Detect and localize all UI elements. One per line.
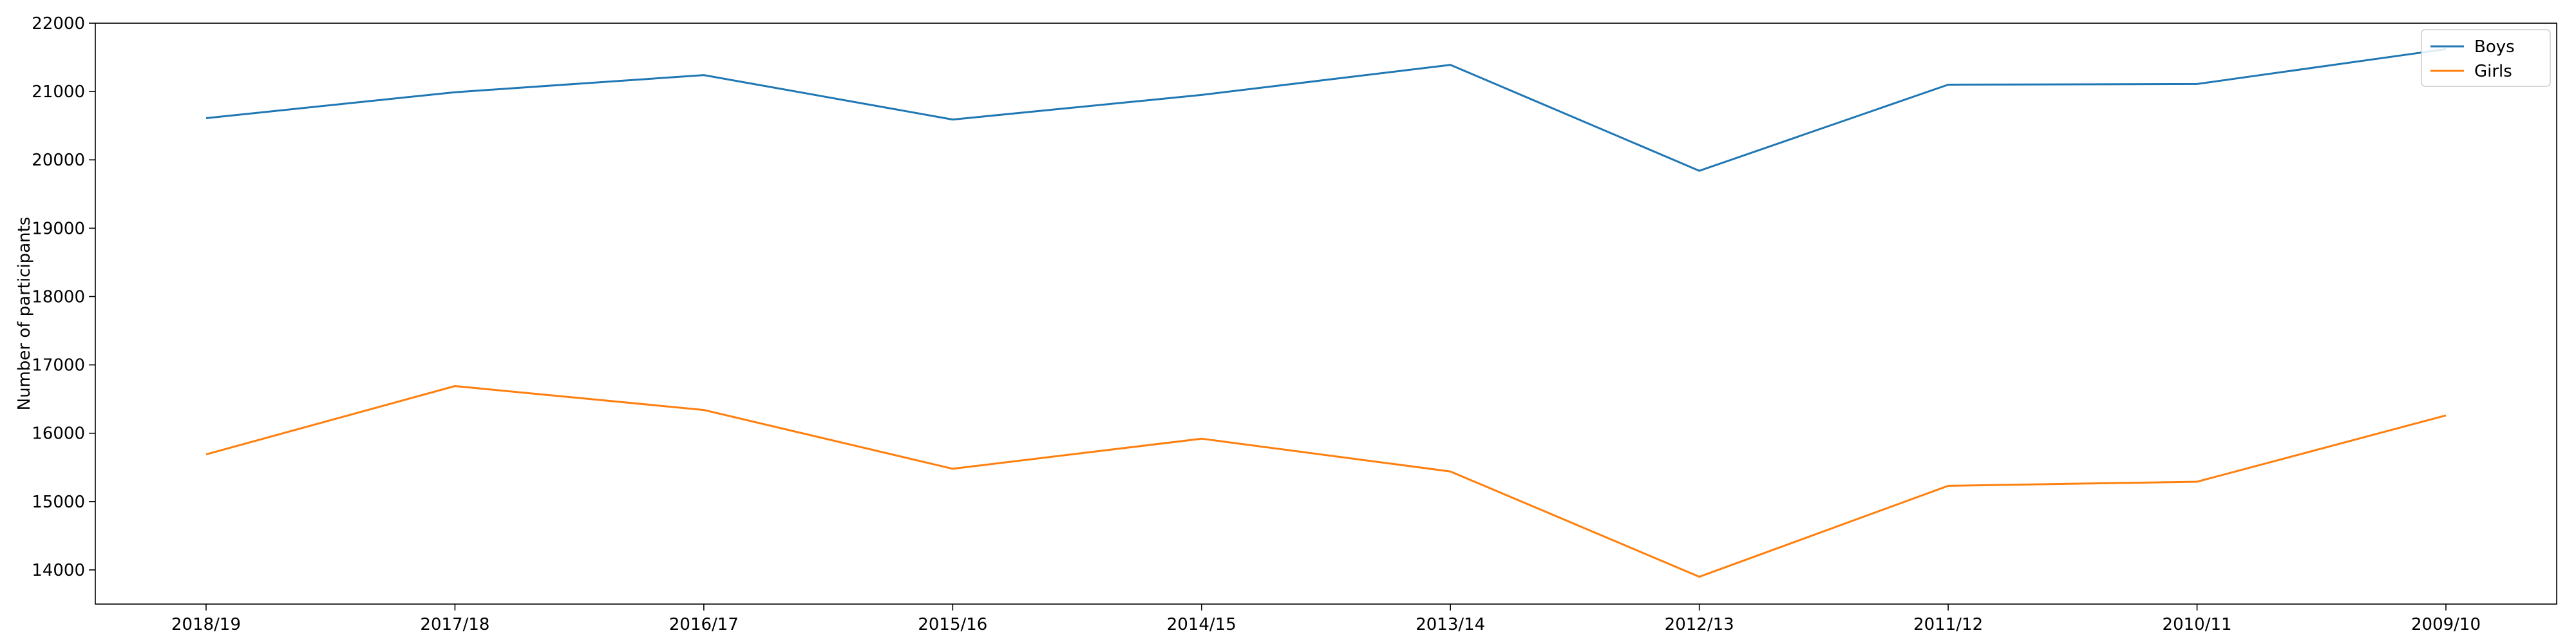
y-axis-ticks: 14000 15000 16000 17000 18000 19000 20000 21000… bbox=[32, 14, 95, 580]
x-tick-label: 2015/16 bbox=[918, 615, 987, 634]
y-tick-label: 20000 bbox=[32, 151, 85, 170]
y-tick-label: 16000 bbox=[32, 424, 85, 444]
y-tick-label: 14000 bbox=[32, 561, 85, 580]
legend-label: Boys bbox=[2474, 37, 2515, 57]
plot-frame bbox=[95, 23, 2557, 605]
y-tick-label: 22000 bbox=[32, 14, 85, 33]
series-line-boys bbox=[205, 48, 2447, 172]
legend-box bbox=[2421, 29, 2551, 87]
x-axis-ticks: 2018/19 2017/18 2016/17 2015/16 2014/15 2013/… bbox=[171, 604, 2481, 634]
x-tick-label: 2009/10 bbox=[2411, 615, 2481, 634]
y-tick-label: 19000 bbox=[32, 219, 85, 238]
legend-label: Girls bbox=[2474, 62, 2512, 81]
y-tick-label: 21000 bbox=[32, 82, 85, 102]
y-tick-label: 18000 bbox=[32, 287, 85, 307]
y-axis-label: Number of participants bbox=[15, 217, 34, 411]
x-tick-label: 2011/12 bbox=[1913, 615, 1983, 634]
x-tick-label: 2017/18 bbox=[420, 615, 489, 634]
x-tick-label: 2010/11 bbox=[2163, 615, 2232, 634]
x-tick-label: 2014/15 bbox=[1167, 615, 1236, 634]
y-tick-label: 17000 bbox=[32, 356, 85, 375]
x-tick-label: 2018/19 bbox=[171, 615, 241, 634]
y-tick-label: 15000 bbox=[32, 493, 85, 512]
x-tick-label: 2012/13 bbox=[1665, 615, 1734, 634]
legend: Boys Girls bbox=[2421, 29, 2551, 87]
series-line-girls bbox=[205, 385, 2447, 578]
x-tick-label: 2013/14 bbox=[1416, 615, 1485, 634]
series-lines bbox=[205, 48, 2447, 578]
x-tick-label: 2016/17 bbox=[669, 615, 739, 634]
